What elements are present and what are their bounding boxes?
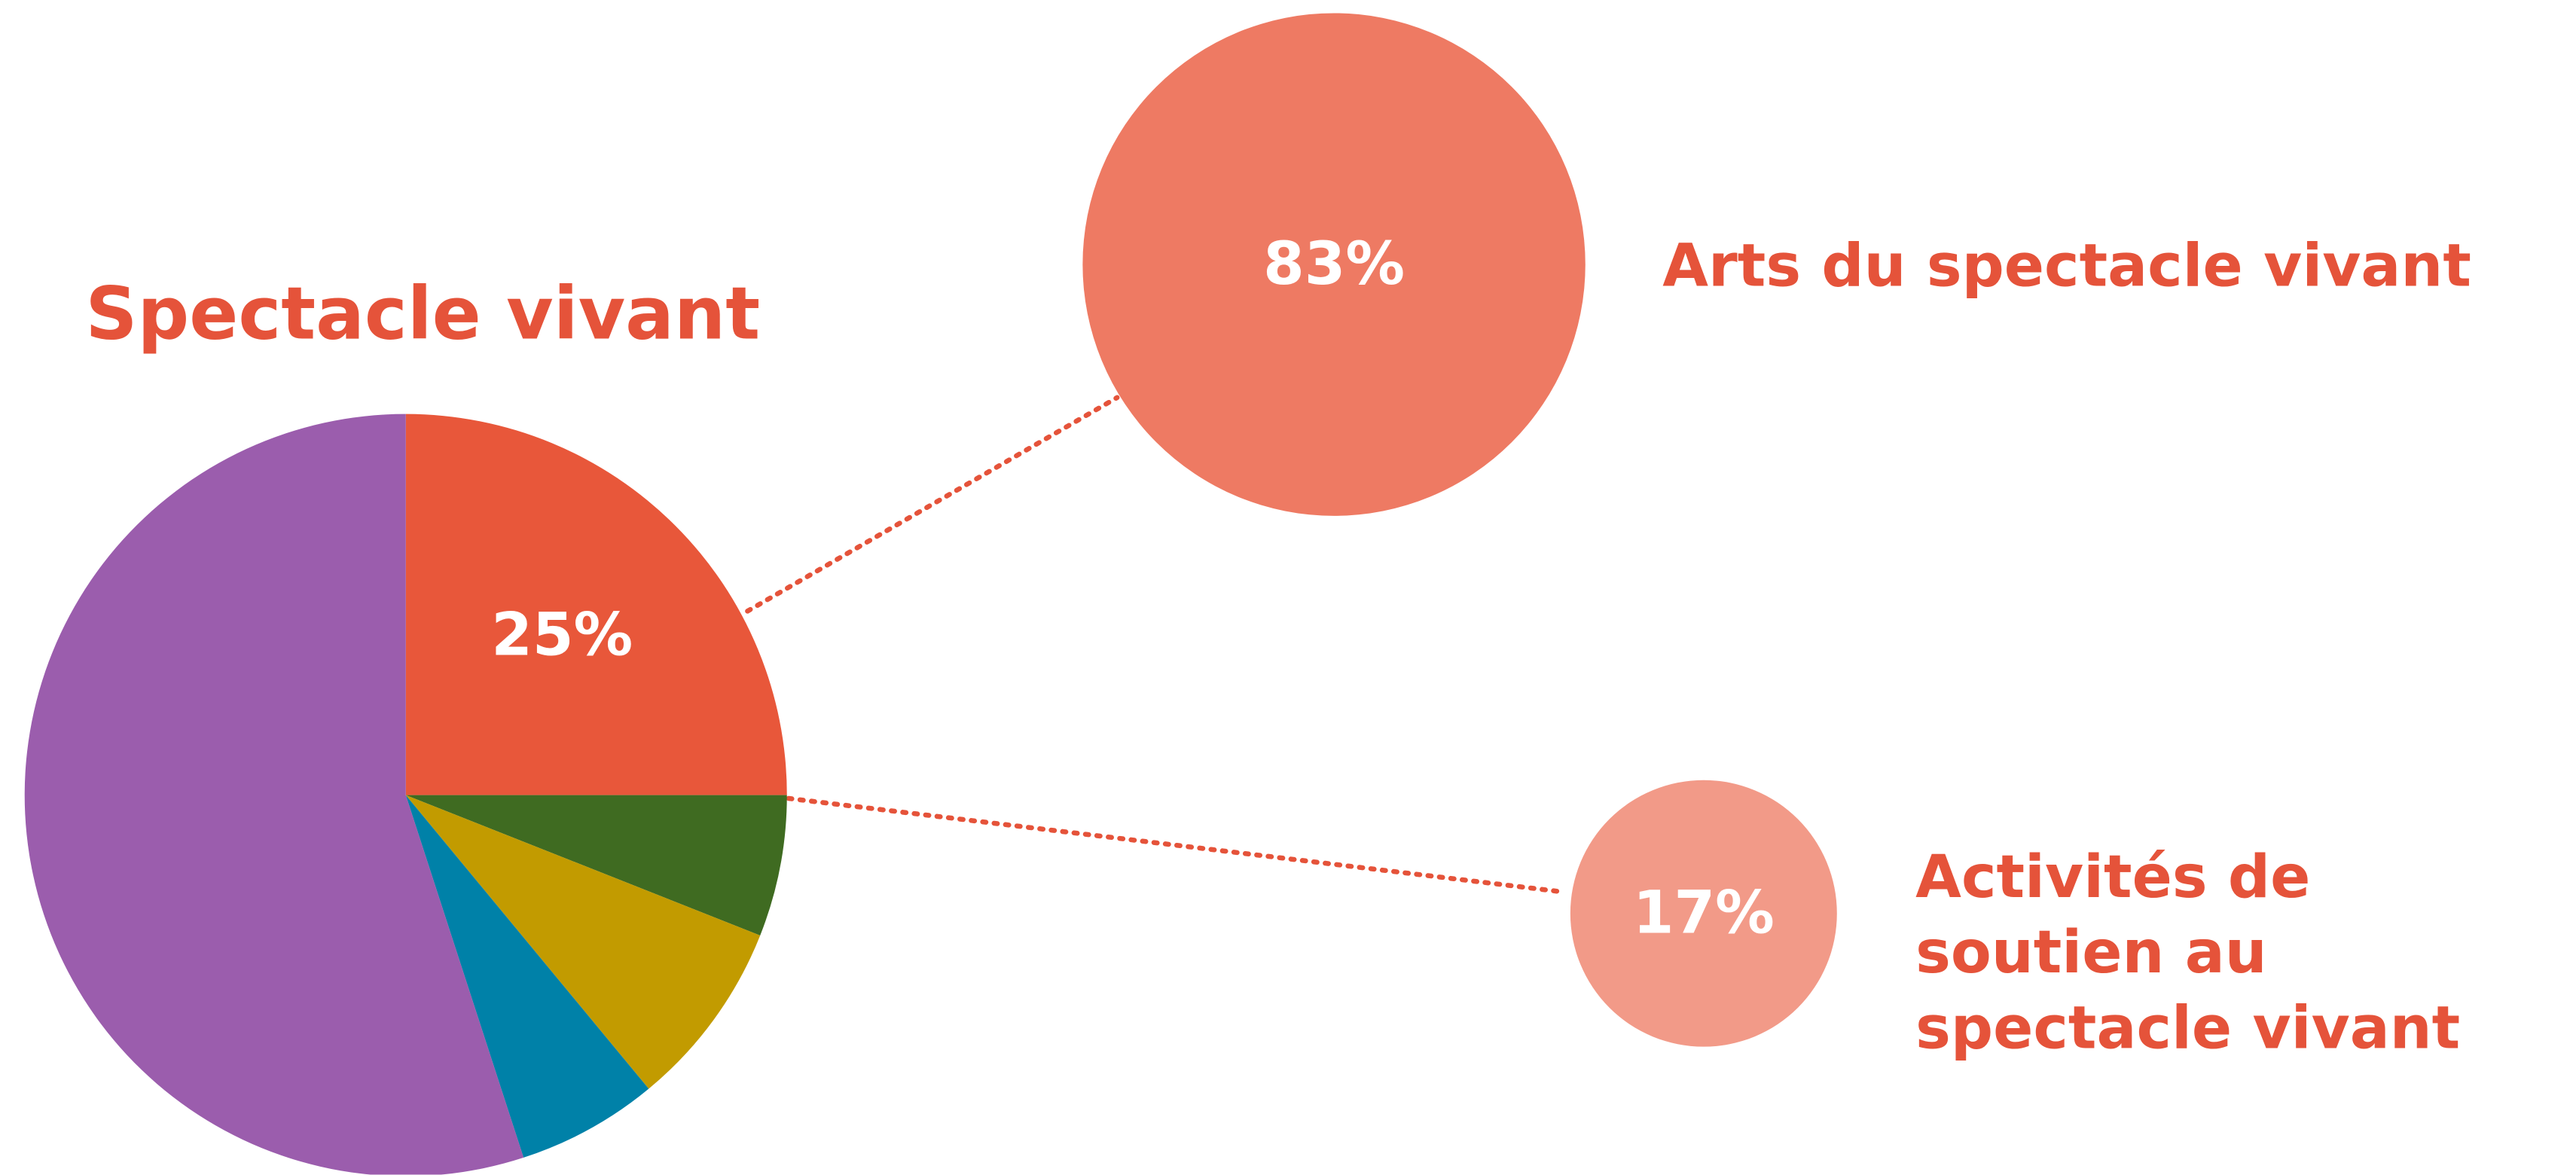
bubble: [1570, 780, 1837, 1047]
data-label: 83%: [1263, 229, 1405, 298]
bubble: [1082, 13, 1586, 516]
pie-slice: [405, 414, 787, 795]
category-label: Arts du spectacle vivant: [1662, 233, 2471, 301]
pie-slice: [405, 795, 761, 1089]
data-label: 25%: [491, 600, 633, 670]
chart-title: Spectacle vivant: [85, 273, 761, 357]
connector: [745, 395, 1120, 614]
pie-slice: [405, 795, 787, 935]
pie-slice: [405, 795, 649, 1158]
connector: [786, 795, 1567, 895]
data-label: 17%: [1633, 878, 1775, 948]
category-label: Activités de soutien au spectacle vivant: [1915, 844, 2461, 1064]
pie-slice: [24, 414, 524, 1175]
